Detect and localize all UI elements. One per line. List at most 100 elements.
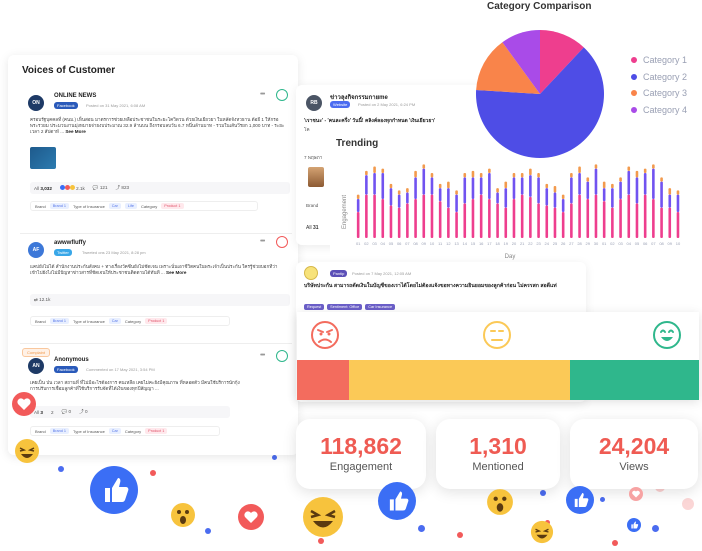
sentiment-bar-negative[interactable] — [297, 360, 350, 400]
post-author[interactable]: awwwfluffy — [54, 240, 87, 246]
news-thumbnail[interactable] — [308, 167, 324, 187]
trend-bar-segment[interactable] — [660, 177, 663, 182]
trend-bar-segment[interactable] — [594, 164, 598, 169]
trend-bar-segment[interactable] — [545, 188, 549, 206]
trend-bar-segment[interactable] — [652, 199, 655, 238]
see-more-link[interactable]: See More — [166, 270, 187, 275]
tag-category[interactable]: Product 1 — [145, 318, 168, 324]
trend-bar-segment[interactable] — [676, 190, 680, 195]
tag-request[interactable]: Request — [304, 304, 325, 310]
trend-bar-segment[interactable] — [365, 175, 368, 195]
trend-bar-segment[interactable] — [455, 212, 458, 238]
trend-bar-segment[interactable] — [496, 192, 499, 204]
trend-bar-segment[interactable] — [504, 181, 508, 189]
trend-bar-segment[interactable] — [397, 194, 401, 208]
trend-bar-segment[interactable] — [537, 203, 540, 238]
post-author[interactable]: Anonymous — [54, 357, 89, 363]
trend-bar-segment[interactable] — [471, 177, 475, 199]
trend-bar-segment[interactable] — [430, 177, 434, 195]
trend-bar-segment[interactable] — [529, 168, 532, 176]
trend-bar-segment[interactable] — [668, 194, 672, 208]
trend-bar-segment[interactable] — [438, 201, 442, 238]
trend-bar-segment[interactable] — [545, 183, 549, 189]
tag-type[interactable]: Life — [124, 203, 138, 209]
trend-bar-segment[interactable] — [389, 188, 393, 206]
trend-bar-segment[interactable] — [447, 188, 450, 208]
trend-bar-segment[interactable] — [635, 170, 639, 178]
tag-sentiment[interactable]: Sentiment: Office — [327, 304, 363, 310]
trend-bar-segment[interactable] — [627, 194, 631, 238]
trend-bar-segment[interactable] — [520, 177, 524, 195]
more-options-icon[interactable]: ••• — [260, 352, 265, 359]
trend-bar-segment[interactable] — [611, 183, 614, 189]
legend-item-category-1[interactable]: Category 1 — [631, 52, 687, 69]
trend-bar-segment[interactable] — [561, 212, 565, 238]
trend-bar-segment[interactable] — [479, 177, 483, 195]
trend-bar-segment[interactable] — [553, 186, 557, 193]
trend-bar-segment[interactable] — [561, 194, 565, 199]
trend-bar-segment[interactable] — [504, 207, 508, 238]
news-headline[interactable]: 'เราชนะ' - 'คนละครึ่ง' วันนี้! คลิงค์ลอง… — [304, 118, 436, 124]
tag-type[interactable]: Car — [108, 203, 121, 209]
tag-brand[interactable]: Brand 1 — [49, 318, 69, 324]
trend-bar-segment[interactable] — [529, 175, 532, 197]
trend-bar-segment[interactable] — [365, 194, 368, 238]
trend-bar-segment[interactable] — [463, 177, 467, 204]
trend-bar-segment[interactable] — [397, 207, 401, 238]
post-author[interactable]: ONLINE NEWS — [54, 93, 97, 99]
trend-bar-segment[interactable] — [406, 192, 409, 204]
trend-bar-segment[interactable] — [561, 199, 565, 212]
trend-bar-segment[interactable] — [652, 164, 655, 169]
trend-bar-segment[interactable] — [422, 164, 426, 169]
post-1[interactable]: ON ONLINE NEWS Facebook Posted on 31 May… — [20, 87, 292, 217]
trend-bar-segment[interactable] — [447, 207, 450, 238]
sentiment-bar-neutral[interactable] — [349, 360, 571, 400]
trend-bar-segment[interactable] — [504, 188, 508, 208]
post-2[interactable]: AF awwwfluffy Twitter Tweeted ons 23 May… — [20, 233, 292, 337]
trend-bar-segment[interactable] — [602, 188, 606, 202]
trend-bar-segment[interactable] — [373, 166, 376, 174]
trend-bar-segment[interactable] — [570, 173, 573, 178]
trend-bar-segment[interactable] — [676, 212, 680, 238]
trend-bar-segment[interactable] — [373, 173, 376, 195]
trend-bar-segment[interactable] — [455, 194, 458, 212]
trend-bar-segment[interactable] — [586, 181, 590, 199]
trend-bar-segment[interactable] — [479, 194, 483, 238]
trend-bar-segment[interactable] — [578, 173, 581, 195]
trend-bar-segment[interactable] — [520, 194, 524, 238]
trend-bar-segment[interactable] — [643, 173, 647, 195]
trend-bar-segment[interactable] — [496, 188, 499, 193]
trend-bar-segment[interactable] — [570, 177, 573, 204]
post-3[interactable]: Complaint AN Anonymous Facebook Commente… — [20, 343, 292, 449]
trend-bar-segment[interactable] — [594, 194, 598, 238]
trend-bar-segment[interactable] — [381, 168, 385, 173]
trend-bar-segment[interactable] — [455, 190, 458, 195]
trend-bar-segment[interactable] — [545, 205, 549, 239]
trend-bar-segment[interactable] — [586, 199, 590, 238]
trend-bar-segment[interactable] — [365, 170, 368, 176]
tag-category[interactable]: Product 1 — [161, 203, 184, 209]
trend-bar-segment[interactable] — [668, 207, 672, 238]
trend-bar-segment[interactable] — [619, 177, 622, 182]
trend-bar-segment[interactable] — [389, 205, 393, 239]
trend-bar-segment[interactable] — [594, 168, 598, 195]
trend-bar-segment[interactable] — [397, 190, 401, 195]
trend-bar-segment[interactable] — [611, 207, 614, 238]
trend-bar-segment[interactable] — [529, 196, 532, 238]
trend-bar-segment[interactable] — [578, 166, 581, 174]
tag-brand[interactable]: Brand 1 — [49, 428, 69, 434]
trend-bar-segment[interactable] — [512, 177, 516, 199]
trend-bar-segment[interactable] — [537, 173, 540, 178]
trend-bar-segment[interactable] — [520, 173, 524, 178]
trend-bar-segment[interactable] — [660, 207, 663, 238]
trend-bar-segment[interactable] — [627, 170, 631, 195]
trend-bar-segment[interactable] — [381, 199, 385, 238]
trend-bar-segment[interactable] — [512, 199, 516, 238]
trend-bar-segment[interactable] — [447, 181, 450, 189]
legend-item-category-3[interactable]: Category 3 — [631, 85, 687, 102]
trend-bar-segment[interactable] — [676, 194, 680, 212]
trend-bar-segment[interactable] — [643, 194, 647, 238]
trend-bar-segment[interactable] — [668, 188, 672, 195]
pie-slice-category-1[interactable] — [540, 30, 584, 94]
trend-bar-segment[interactable] — [488, 168, 491, 173]
